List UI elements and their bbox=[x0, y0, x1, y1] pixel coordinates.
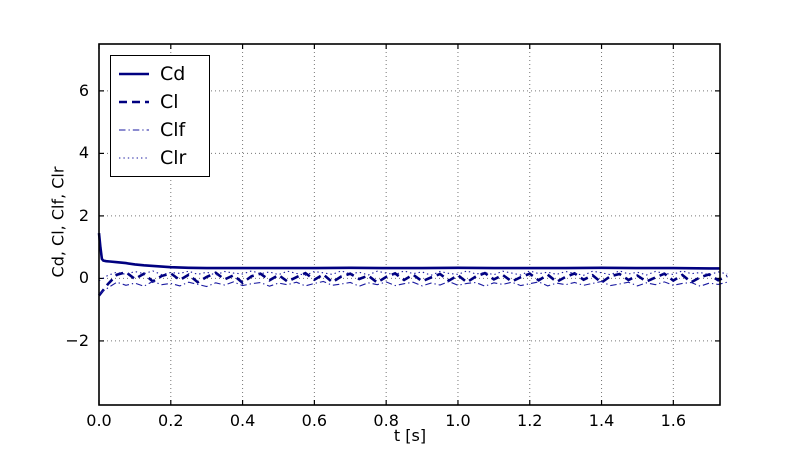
legend-entry-clr: Clr bbox=[117, 146, 203, 169]
series-line-cd bbox=[97, 232, 720, 270]
x-tick-label: 0.6 bbox=[301, 411, 328, 430]
y-tick-label: 2 bbox=[78, 205, 89, 225]
y-axis-label: Cd, Cl, Clf, Clr bbox=[48, 166, 68, 278]
series-line-cl bbox=[97, 270, 728, 297]
legend: Cd Cl Clf Clr bbox=[110, 55, 210, 177]
x-tick-label: 1.0 bbox=[445, 411, 471, 430]
legend-entry-cd: Cd bbox=[117, 62, 203, 85]
x-tick-label: 0.4 bbox=[229, 411, 256, 430]
x-tick-label: 1.2 bbox=[517, 411, 543, 430]
legend-line-clr-icon bbox=[119, 157, 149, 159]
legend-entry-cl: Cl bbox=[117, 90, 203, 113]
x-tick-label: 0.8 bbox=[373, 411, 399, 430]
legend-label-cd: Cd bbox=[160, 62, 186, 85]
x-axis-label: t [s] bbox=[393, 426, 427, 445]
series-line-clr bbox=[98, 270, 728, 282]
x-tick-label: 0.0 bbox=[86, 411, 112, 430]
legend-entry-clf: Clf bbox=[117, 118, 203, 141]
legend-label-clr: Clr bbox=[160, 146, 187, 169]
legend-line-cl-icon bbox=[119, 100, 149, 104]
legend-line-cd-icon bbox=[119, 72, 149, 76]
legend-label-cl: Cl bbox=[160, 90, 179, 113]
legend-line-clf-icon bbox=[119, 129, 149, 131]
plot-frame bbox=[98, 43, 721, 406]
x-tick-label: 0.2 bbox=[158, 411, 184, 430]
series-line-clf bbox=[98, 280, 728, 295]
x-tick-label: 1.4 bbox=[588, 411, 615, 430]
y-tick-label: 6 bbox=[78, 80, 89, 100]
y-tick-label: −2 bbox=[65, 330, 89, 350]
y-tick-label: 4 bbox=[78, 143, 89, 163]
y-tick-label: 0 bbox=[78, 268, 89, 288]
legend-label-clf: Clf bbox=[160, 118, 186, 141]
x-tick-label: 1.6 bbox=[660, 411, 687, 430]
